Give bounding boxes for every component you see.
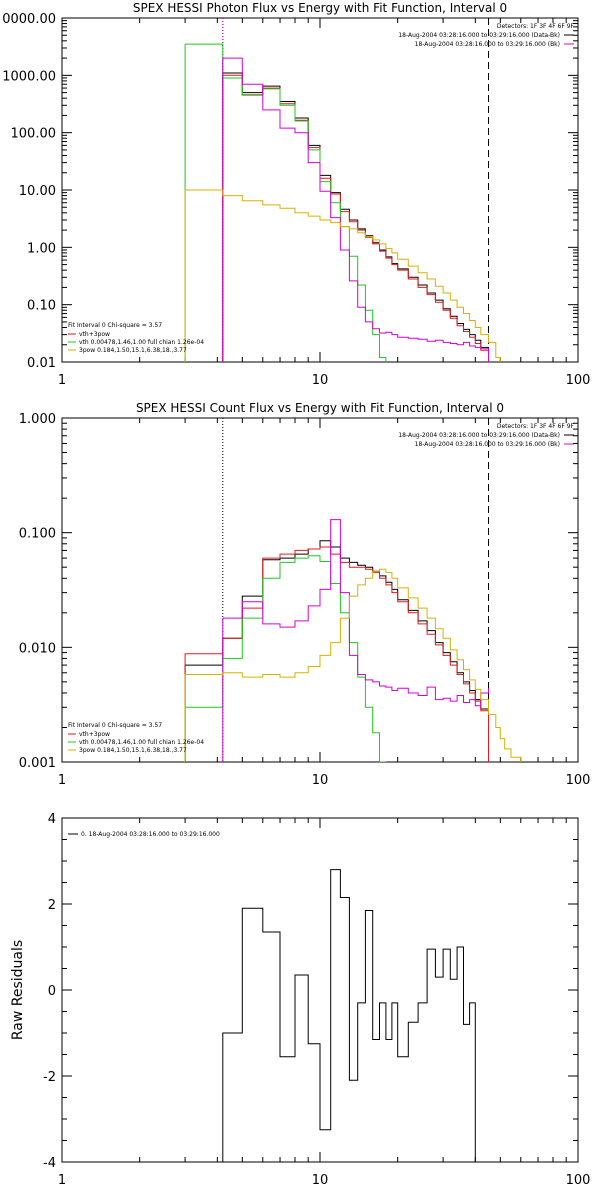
photon-fit-legend-header: Fit Interval 0 Chi-square = 3.57 <box>68 322 162 329</box>
count-series-step-line <box>184 568 522 762</box>
residuals-y-tick-label: 2 <box>48 898 56 913</box>
photon-legend-entry: 18-Aug-2004 03:28:16.000 to 03:29:16.000… <box>398 32 560 39</box>
count-y-tick-label: 0.100 <box>19 527 56 542</box>
photon-flux-plot-area: 1 10 100 0.01 0.10 1.00 10.00 100.00 1000.00 0000… <box>2 12 591 388</box>
photon-fit-legend-entry: vth+3pow <box>79 331 110 338</box>
count-series-step-line <box>184 555 387 762</box>
residuals-series-step-line <box>222 869 489 1162</box>
residuals-panel: Raw Residuals 1 10 100 -4 -2 0 2 4 0. 18-Aug-200… <box>10 812 591 1188</box>
count-flux-panel: SPEX HESSI Count Flux vs Energy with Fit… <box>19 401 591 788</box>
residuals-y-tick-label: 4 <box>48 812 56 827</box>
photon-y-tick-label: 0.10 <box>27 299 56 314</box>
residuals-x-tick-label: 1 <box>58 1173 66 1188</box>
photon-series-step-line <box>184 43 387 362</box>
count-legend-entry: 18-Aug-2004 03:28:16.000 to 03:29:16.000… <box>398 432 560 439</box>
photon-x-tick-label: 100 <box>566 373 591 388</box>
count-fit-legend-entry: vth 0.00478,1.46,1.00 full chian 1.26e-0… <box>79 739 204 746</box>
photon-series-step-line <box>184 189 501 362</box>
count-fit-legend-entry: vth+3pow <box>79 731 110 738</box>
residuals-x-tick-label: 100 <box>566 1173 591 1188</box>
count-y-tick-label: 0.001 <box>19 756 56 771</box>
photon-series-group <box>184 43 501 362</box>
photon-y-tick-label: 10.00 <box>19 184 56 199</box>
count-series-step-line <box>222 519 489 762</box>
count-x-tick-label: 100 <box>566 773 591 788</box>
count-series-step-line <box>184 546 489 762</box>
residuals-y-tick-label: -2 <box>43 1070 56 1085</box>
count-legend-entry: 18-Aug-2004 03:28:16.000 to 03:29:16.000… <box>415 441 560 448</box>
photon-legend-header: Detectors: 1F 3F 4F 6F 9F <box>497 23 575 30</box>
photon-series-step-line <box>222 57 489 362</box>
residuals-y-axis-label: Raw Residuals <box>10 940 26 1040</box>
photon-x-tick-label: 1 <box>58 373 66 388</box>
photon-legend-entry: 18-Aug-2004 03:28:16.000 to 03:29:16.000… <box>415 41 560 48</box>
count-x-tick-label: 1 <box>58 773 66 788</box>
residuals-y-tick-label: 0 <box>48 984 56 999</box>
count-x-tick-label: 10 <box>312 773 329 788</box>
count-y-tick-label: 1.000 <box>19 412 56 427</box>
count-fit-legend-header: Fit Interval 0 Chi-square = 3.57 <box>68 722 162 729</box>
photon-y-tick-label: 0000.00 <box>2 12 56 27</box>
count-series-step-line <box>184 540 489 762</box>
count-flux-plot-area: 1 10 100 0.001 0.010 0.100 1.000 Detectors: 1F … <box>19 412 591 788</box>
photon-y-tick-label: 1.00 <box>27 241 56 256</box>
residuals-legend-entry: 0. 18-Aug-2004 03:28:16.000 to 03:29:16.… <box>81 831 220 838</box>
photon-y-tick-label: 0.01 <box>27 356 56 371</box>
photon-flux-title: SPEX HESSI Photon Flux vs Energy with Fi… <box>133 1 507 15</box>
photon-y-tick-label: 100.00 <box>11 127 57 142</box>
photon-flux-panel: SPEX HESSI Photon Flux vs Energy with Fi… <box>2 1 591 388</box>
photon-x-tick-label: 10 <box>312 373 329 388</box>
residuals-plot-area: 1 10 100 -4 -2 0 2 4 0. 18-Aug-2004 03:28:16.000… <box>43 812 591 1188</box>
photon-fit-legend-entry: vth 0.00478,1.46,1.00 full chian 1.26e-0… <box>79 339 204 346</box>
residuals-x-tick-label: 10 <box>312 1173 329 1188</box>
residuals-y-tick-label: -4 <box>43 1156 56 1171</box>
photon-series-step-line <box>222 74 489 362</box>
count-flux-title: SPEX HESSI Count Flux vs Energy with Fit… <box>136 401 504 415</box>
photon-fit-legend-entry: 3pow 0.184,1.50,15.1,6.38,18.,3.77 <box>79 347 187 354</box>
photon-y-tick-label: 1000.00 <box>2 69 56 84</box>
count-legend-header: Detectors: 1F 3F 4F 6F 9F <box>497 423 575 430</box>
photon-series-step-line <box>222 72 489 362</box>
count-y-tick-label: 0.010 <box>19 641 56 656</box>
residuals-series-group <box>222 869 489 1162</box>
count-series-group <box>184 519 522 762</box>
count-fit-legend-entry: 3pow 0.184,1.50,15.1,6.38,18.,3.77 <box>79 747 187 754</box>
